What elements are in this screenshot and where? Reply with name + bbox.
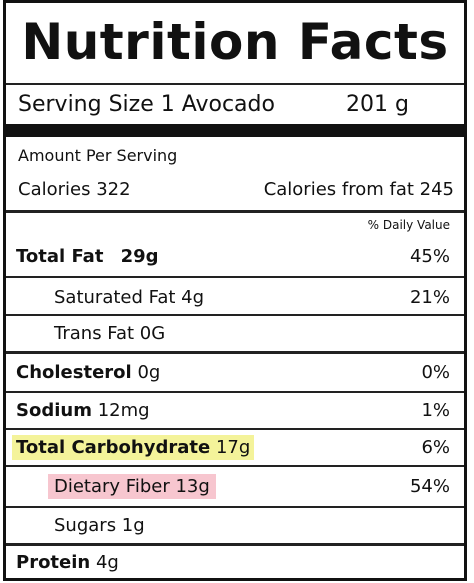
nutrient-label: Total Carbohydrate [16,437,211,458]
divider [6,391,464,393]
nutrient-percent: 21% [409,287,450,308]
nutrient-name: Cholesterol 0g [16,356,160,390]
nutrient-name: Total Carbohydrate 17g [12,431,255,465]
divider [6,314,464,316]
nutrient-amount: 17g [215,437,251,458]
divider [6,465,464,467]
daily-value-header: % Daily Value [367,218,450,232]
divider [6,276,464,278]
divider [6,506,464,508]
nutrient-amount: 12mg [97,400,150,421]
thick-divider [6,124,464,137]
nutrient-label: Sodium [16,400,92,421]
nutrient-name: Sugars 1g [54,515,145,536]
nutrient-row-cholesterol: Cholesterol 0g 0% [6,356,464,390]
nutrient-row-trans-fat: Trans Fat 0G [6,317,464,351]
nutrient-name: Dietary Fiber 13g [48,470,216,504]
nutrient-row-sugars: Sugars 1g [6,509,464,543]
nutrient-name: Trans Fat 0G [54,323,166,344]
nutrient-row-total-carbohydrate: Total Carbohydrate 17g 6% [6,431,464,465]
nutrient-percent: 45% [409,246,450,267]
nutrient-percent: 1% [421,400,450,421]
nutrient-percent: 0% [421,362,450,383]
calories-value: Calories 322 [18,179,131,200]
nutrient-name: Sodium 12mg [16,394,150,428]
nutrient-name: Saturated Fat 4g [54,287,205,308]
serving-size-label: Serving Size 1 Avocado [18,92,275,117]
calories-row: Calories 322 Calories from fat 245 [18,175,454,205]
nutrition-facts-label: Nutrition Facts Serving Size 1 Avocado 2… [3,0,467,581]
highlight-yellow: Total Carbohydrate 17g [12,435,255,460]
nutrient-row-dietary-fiber: Dietary Fiber 13g 54% [6,470,464,504]
label-title: Nutrition Facts [21,13,449,71]
highlight-pink: Dietary Fiber 13g [48,474,216,499]
nutrient-name: Total Fat 29g [16,240,159,274]
serving-size-weight: 201 g [346,92,409,117]
nutrient-amount: 0g [137,362,161,383]
nutrient-label: Protein [16,552,91,573]
calories-from-fat: Calories from fat 245 [263,179,454,200]
amount-per-serving: Amount Per Serving [18,146,178,165]
nutrient-row-saturated-fat: Saturated Fat 4g 21% [6,281,464,315]
nutrient-row-protein: Protein 4g [6,546,464,580]
divider [6,83,464,85]
nutrient-row-sodium: Sodium 12mg 1% [6,394,464,428]
divider [6,428,464,430]
divider [6,210,464,213]
divider [6,351,464,354]
serving-size-row: Serving Size 1 Avocado 201 g [18,89,454,121]
nutrient-percent: 54% [409,476,450,497]
nutrient-label: Cholesterol [16,362,132,383]
nutrient-amount: 4g [95,552,119,573]
nutrient-row-total-fat: Total Fat 29g 45% [6,240,464,274]
nutrient-label: Total Fat [16,246,104,267]
nutrient-percent: 6% [421,437,450,458]
nutrient-name: Protein 4g [16,546,119,580]
divider [6,543,464,546]
nutrient-amount: 29g [120,246,159,267]
